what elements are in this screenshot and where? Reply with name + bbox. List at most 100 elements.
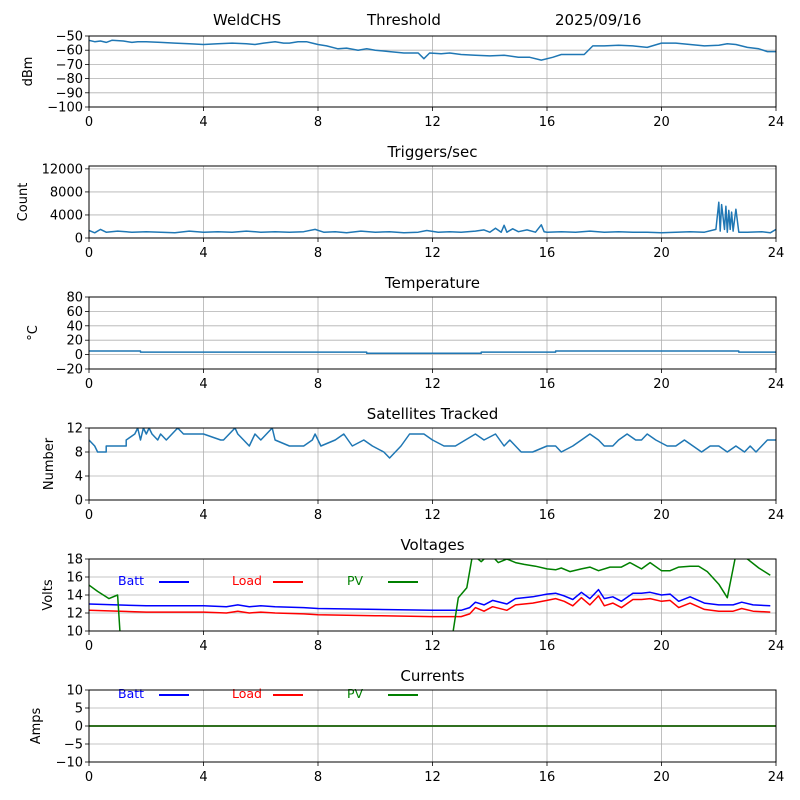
y-tick-label: −10 — [56, 756, 83, 771]
x-tick-label: 16 — [539, 115, 556, 130]
x-tick-label: 24 — [768, 639, 785, 654]
x-tick-label: 16 — [539, 377, 556, 392]
x-tick-label: 16 — [539, 770, 556, 785]
x-tick-label: 0 — [85, 639, 93, 654]
x-tick-label: 8 — [314, 377, 322, 392]
y-tick-label: 8 — [75, 446, 83, 461]
y-tick-label: −100 — [47, 101, 83, 116]
y-tick-label: 4000 — [50, 208, 83, 223]
x-tick-label: 8 — [314, 115, 322, 130]
header-mode: Threshold — [367, 11, 441, 29]
series-line-batt — [89, 588, 771, 612]
y-tick-label: 0 — [75, 494, 83, 509]
y-tick-label: 40 — [66, 319, 83, 334]
subplot-rssi: 0 4 8 12 16 20 24 −50−60−70−80−90−100 dBm — [21, 30, 784, 131]
legend-label-batt: Batt — [118, 686, 144, 701]
x-tick-label: 12 — [424, 115, 441, 130]
y-tick-label: 80 — [66, 291, 83, 306]
legend-label-pv: PV — [347, 573, 364, 588]
y-tick-label: 12000 — [42, 162, 83, 177]
y-tick-label: 18 — [66, 553, 83, 568]
x-tick-label: 4 — [199, 377, 207, 392]
x-tick-label: 24 — [768, 377, 785, 392]
y-tick-label: −50 — [56, 30, 83, 45]
x-tick-label: 4 — [199, 639, 207, 654]
x-tick-label: 20 — [653, 115, 670, 130]
subplot-title: Satellites Tracked — [367, 405, 498, 423]
y-tick-label: 14 — [66, 589, 83, 604]
x-tick-label: 20 — [653, 246, 670, 261]
y-tick-label: 0 — [75, 720, 83, 735]
y-tick-label: 8000 — [50, 185, 83, 200]
x-tick-label: 0 — [85, 246, 93, 261]
subplot-currents: Batt Load PV 0 4 8 12 16 20 24 10 5 0 −5 −10 Currents Am… — [29, 667, 784, 785]
y-tick-label: −60 — [56, 44, 83, 59]
series-line-satellites — [89, 428, 776, 459]
x-tick-label: 0 — [85, 770, 93, 785]
x-tick-label: 16 — [539, 508, 556, 523]
x-tick-label: 8 — [314, 770, 322, 785]
y-tick-label: 0 — [75, 232, 83, 247]
y-tick-label: 12 — [66, 422, 83, 437]
x-tick-label: 4 — [199, 115, 207, 130]
y-axis-label: Number — [42, 437, 57, 490]
x-tick-label: 4 — [199, 508, 207, 523]
series-line-triggers — [89, 201, 776, 234]
y-tick-label: 10 — [66, 625, 83, 640]
y-tick-label: 60 — [66, 305, 83, 320]
x-tick-label: 20 — [653, 508, 670, 523]
y-tick-label: 5 — [75, 702, 83, 717]
x-tick-label: 12 — [424, 770, 441, 785]
x-tick-label: 8 — [314, 508, 322, 523]
subplot-voltages: Batt Load PV 0 4 8 12 16 20 24 18 16 14 12 10 Voltages V… — [41, 536, 785, 654]
x-tick-label: 8 — [314, 246, 322, 261]
x-tick-label: 20 — [653, 377, 670, 392]
subplot-title: Temperature — [384, 274, 480, 292]
x-tick-label: 24 — [768, 508, 785, 523]
legend-label-pv: PV — [347, 686, 364, 701]
x-tick-label: 0 — [85, 508, 93, 523]
x-tick-label: 12 — [424, 639, 441, 654]
x-tick-label: 16 — [539, 639, 556, 654]
y-tick-label: −70 — [56, 58, 83, 73]
subplot-satellites: 0 4 8 12 16 20 24 12 8 4 0 Satellites Tracked Number — [42, 405, 784, 523]
x-tick-label: 24 — [768, 246, 785, 261]
subplot-title: Triggers/sec — [387, 143, 478, 161]
y-axis-label: °C — [26, 325, 41, 341]
y-tick-label: −80 — [56, 72, 83, 87]
legend-label-load: Load — [232, 573, 262, 588]
series-line-rssi — [89, 39, 776, 61]
y-tick-label: 12 — [66, 607, 83, 622]
header-date: 2025/09/16 — [555, 11, 642, 29]
y-tick-label: 0 — [75, 348, 83, 363]
y-tick-label: −5 — [64, 738, 83, 753]
x-tick-label: 0 — [85, 115, 93, 130]
y-axis-label: Amps — [29, 707, 44, 744]
x-tick-label: 12 — [424, 508, 441, 523]
x-tick-label: 4 — [199, 770, 207, 785]
x-tick-label: 24 — [768, 115, 785, 130]
x-tick-label: 20 — [653, 639, 670, 654]
x-tick-label: 16 — [539, 246, 556, 261]
y-tick-label: −90 — [56, 86, 83, 101]
y-tick-label: 16 — [66, 571, 83, 586]
x-tick-label: 12 — [424, 246, 441, 261]
legend-label-load: Load — [232, 686, 262, 701]
y-axis-label: dBm — [21, 57, 36, 87]
y-axis-label: Count — [16, 183, 31, 222]
subplot-title: Voltages — [400, 536, 464, 554]
x-tick-label: 12 — [424, 377, 441, 392]
x-tick-label: 0 — [85, 377, 93, 392]
y-tick-label: 4 — [75, 470, 83, 485]
y-tick-label: 10 — [66, 684, 83, 699]
y-axis-label: Volts — [41, 579, 56, 611]
x-tick-label: 20 — [653, 770, 670, 785]
subplot-triggers: 0 4 8 12 16 20 24 0 4000 8000 12000 Triggers/sec Cou… — [16, 143, 784, 261]
y-tick-label: 20 — [66, 334, 83, 349]
series-line-load — [89, 595, 771, 618]
x-tick-label: 24 — [768, 770, 785, 785]
y-tick-label: −20 — [56, 363, 83, 378]
header-station: WeldCHS — [213, 11, 282, 29]
